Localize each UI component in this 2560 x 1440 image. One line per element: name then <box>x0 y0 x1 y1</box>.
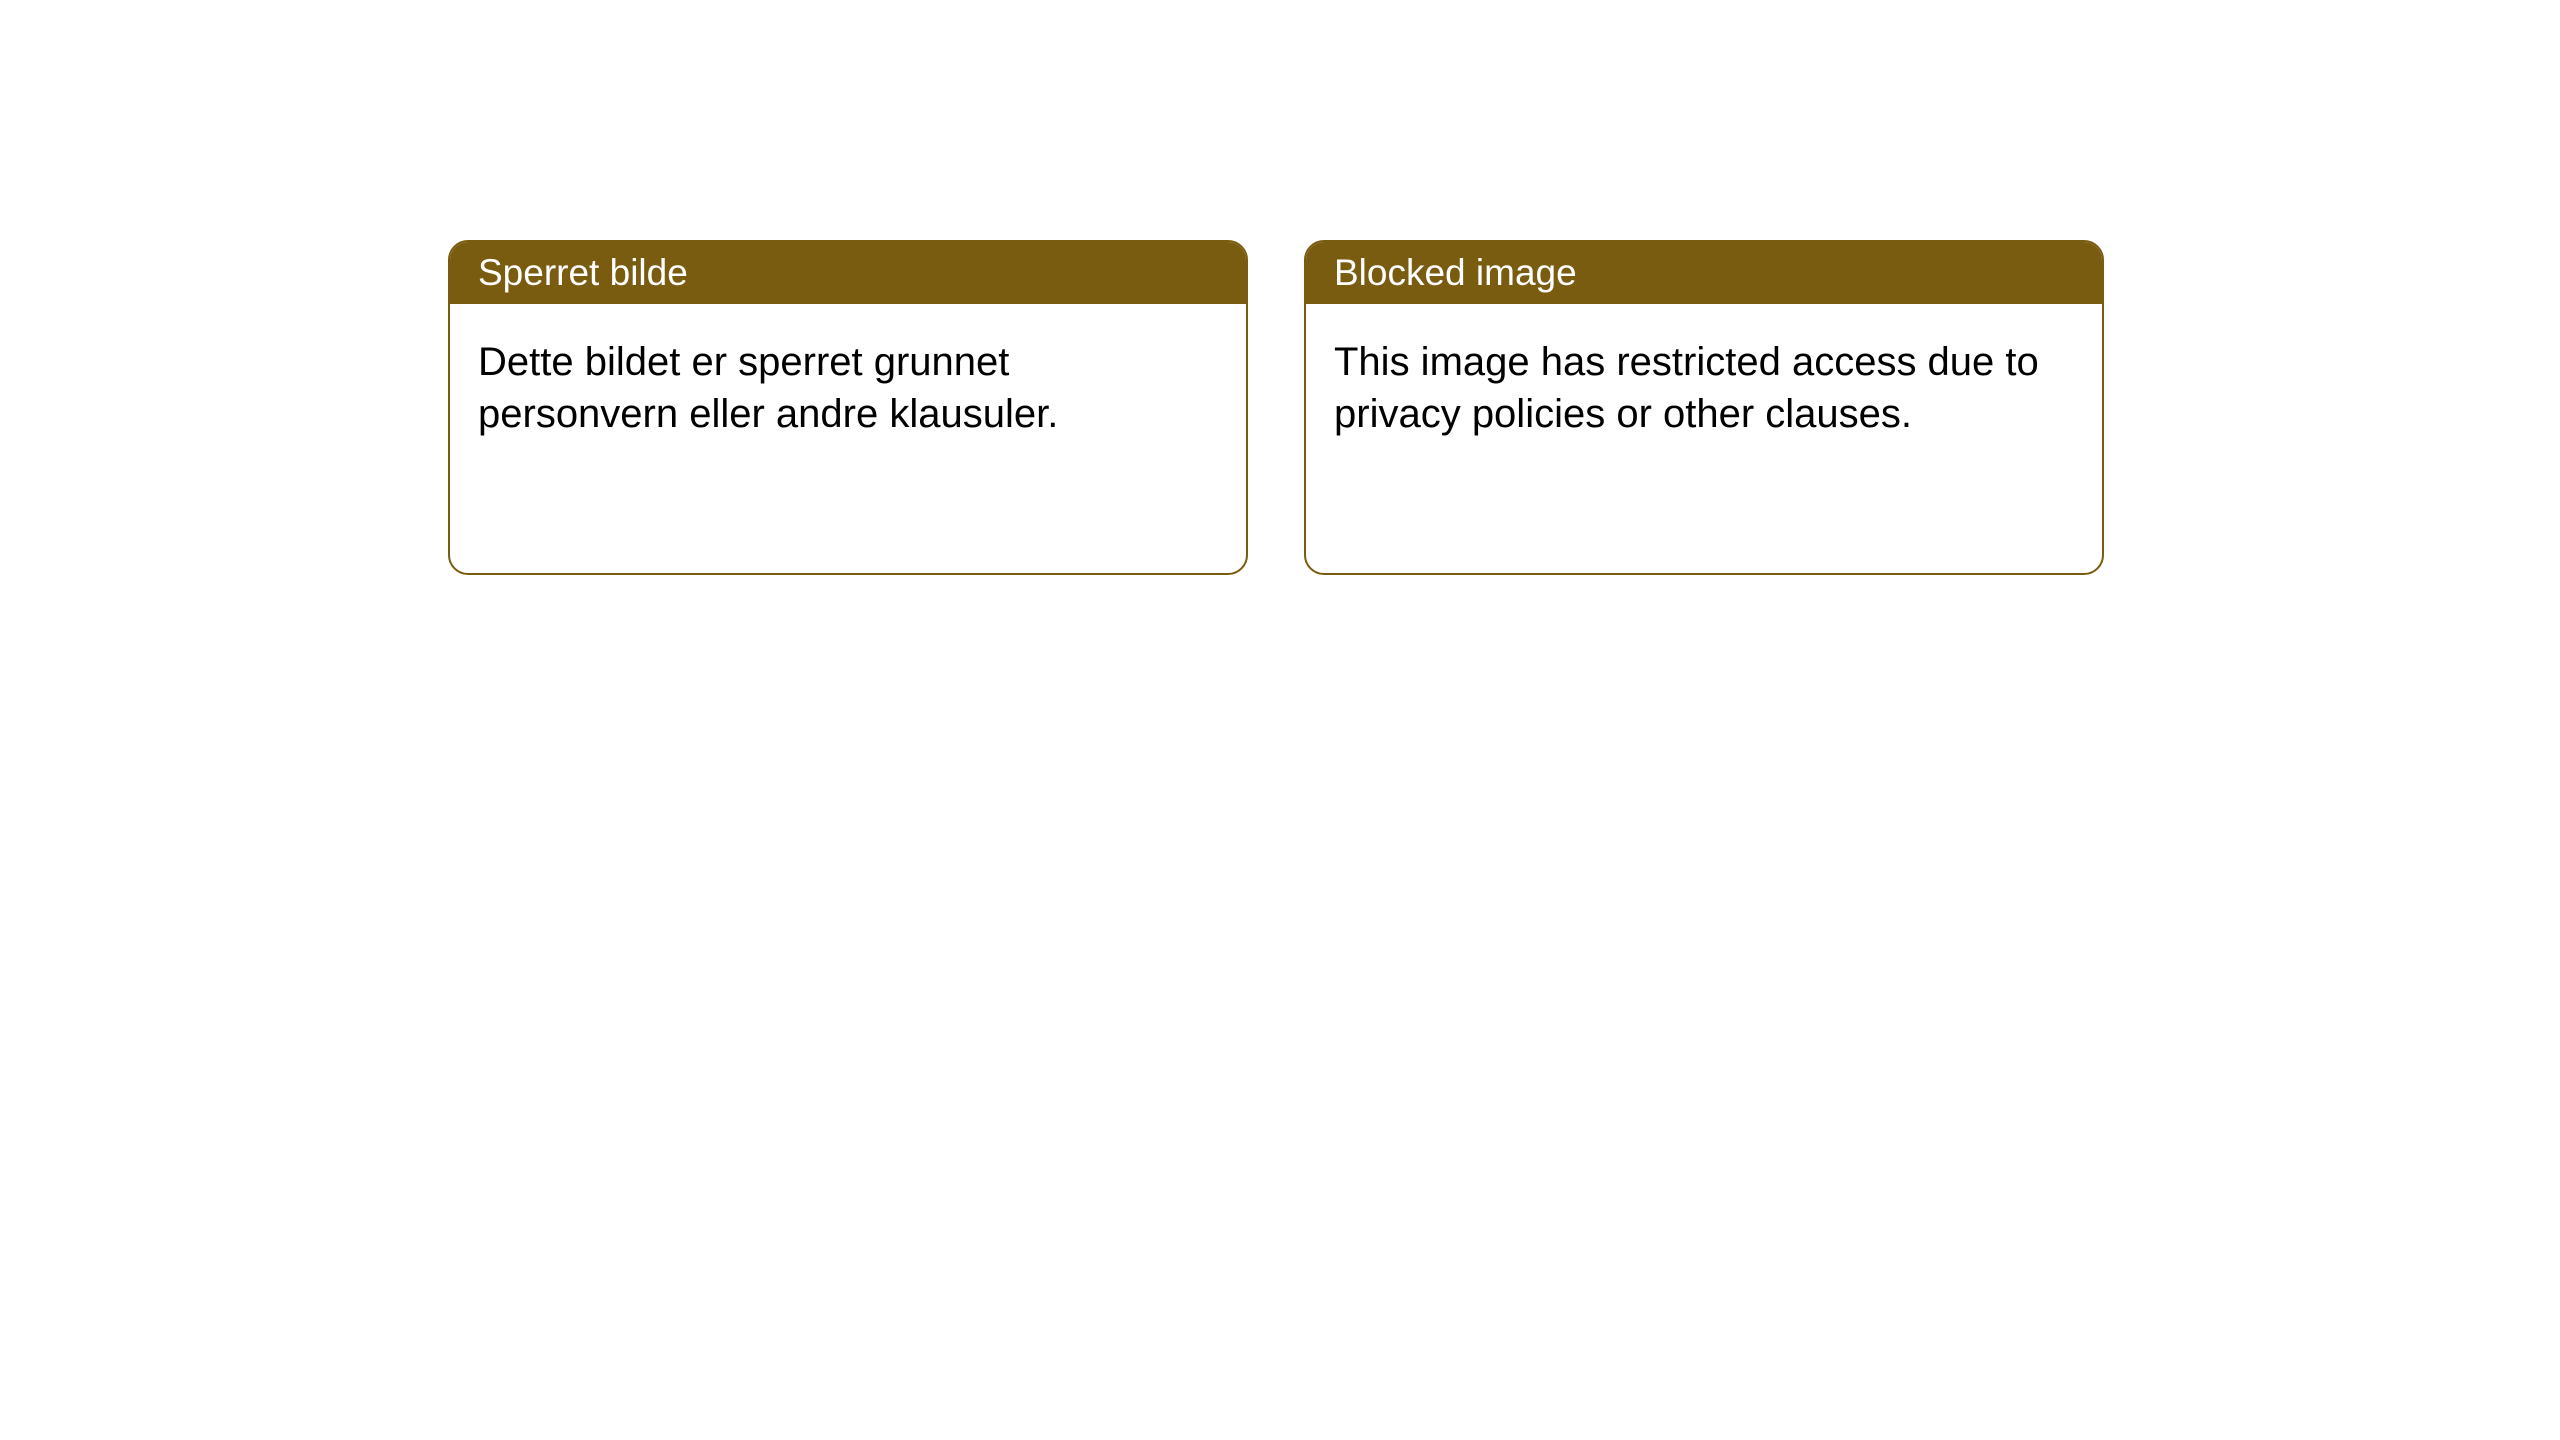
notice-message: This image has restricted access due to … <box>1334 340 2039 436</box>
notice-box-english: Blocked image This image has restricted … <box>1304 240 2104 575</box>
notice-header: Blocked image <box>1306 242 2102 304</box>
notice-body: Dette bildet er sperret grunnet personve… <box>450 304 1246 472</box>
notice-message: Dette bildet er sperret grunnet personve… <box>478 340 1058 436</box>
notice-title: Sperret bilde <box>478 252 688 293</box>
notice-box-norwegian: Sperret bilde Dette bildet er sperret gr… <box>448 240 1248 575</box>
notice-title: Blocked image <box>1334 252 1577 293</box>
notice-body: This image has restricted access due to … <box>1306 304 2102 472</box>
notice-header: Sperret bilde <box>450 242 1246 304</box>
notice-container: Sperret bilde Dette bildet er sperret gr… <box>0 0 2560 575</box>
